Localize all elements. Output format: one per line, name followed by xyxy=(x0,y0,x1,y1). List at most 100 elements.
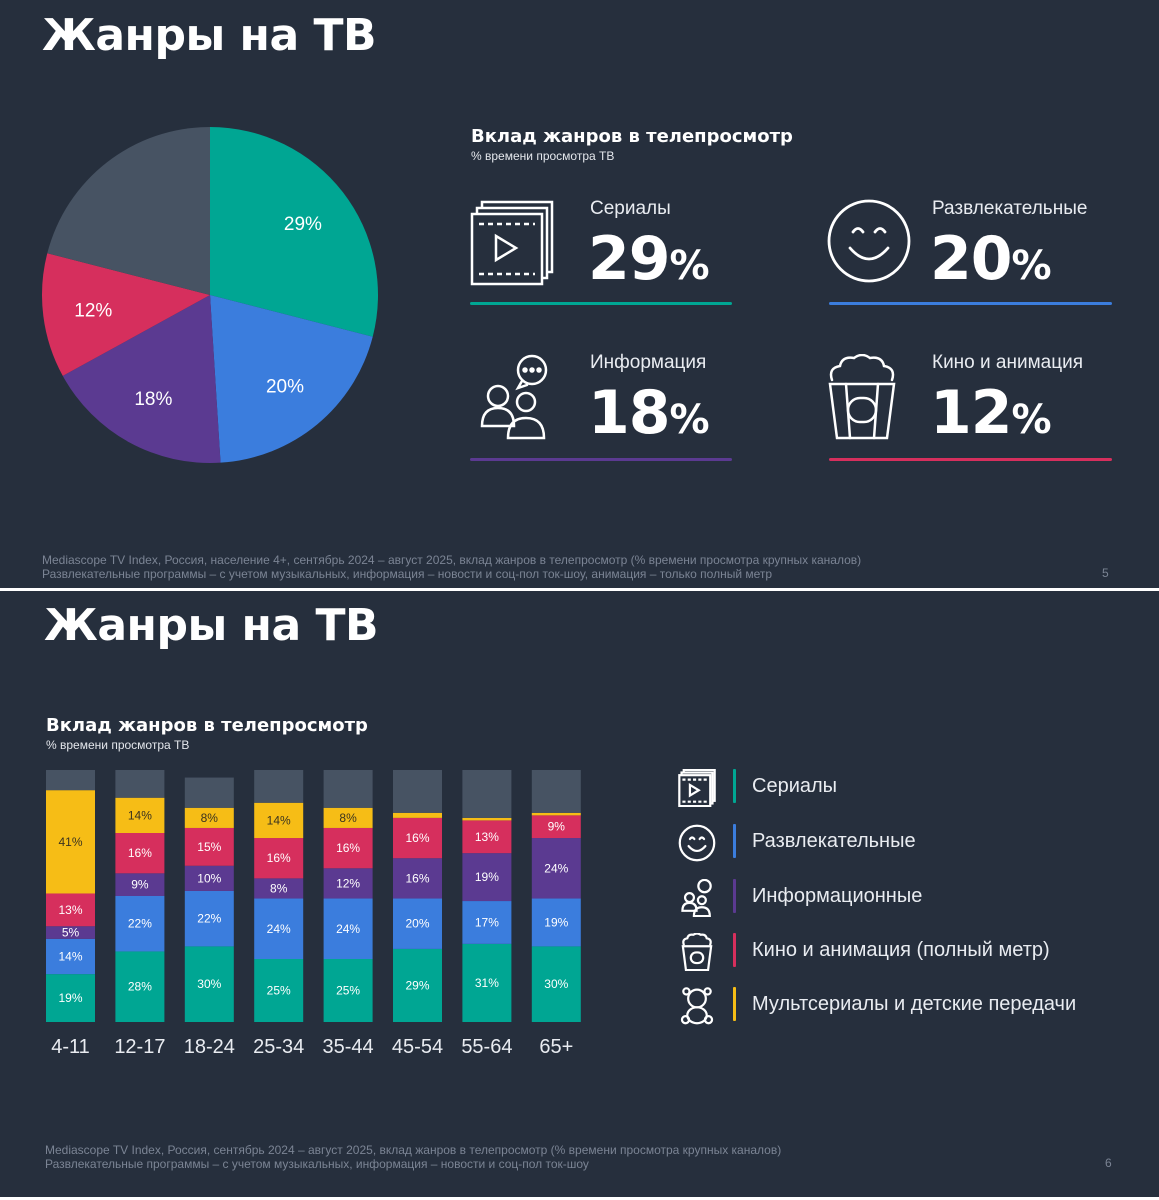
slide-genres-overview: Жанры на ТВ 29% 20% 18% 12% Вклад жанров в … xyxy=(0,0,1159,588)
bar-segment-7-3 xyxy=(531,815,581,839)
kpi-label-movies: Кино и анимация xyxy=(932,352,1083,373)
bar-label-3-1: 24% xyxy=(267,922,291,936)
bar-segment-1-1 xyxy=(115,896,165,952)
pie-chart: 29% 20% 18% 12% xyxy=(42,127,379,463)
bar-label-1-0: 28% xyxy=(128,980,152,994)
bar-label-1-3: 16% xyxy=(128,846,152,860)
bar-segment-0-2 xyxy=(46,926,95,939)
bar-label-1-1: 22% xyxy=(128,917,152,931)
bar-segment-7-2 xyxy=(531,838,581,899)
kpi-value-information: 18% xyxy=(588,378,710,448)
chart-title: Вклад жанров в телепросмотр xyxy=(471,126,793,147)
bar-label-4-0: 25% xyxy=(336,984,360,998)
x-tick-label-7: 65+ xyxy=(539,1036,573,1058)
pie-slice-2 xyxy=(62,295,221,463)
bar-label-2-3: 15% xyxy=(197,840,221,854)
bar-label-2-1: 22% xyxy=(197,912,221,926)
bar-segment-1-2 xyxy=(115,873,165,896)
film-frames-icon xyxy=(470,200,554,291)
kpi-value-entertainment: 20% xyxy=(930,224,1052,294)
bar-segment-3-3 xyxy=(254,838,304,879)
people-chat-icon xyxy=(478,354,552,445)
bar-segment-6-3 xyxy=(462,820,512,854)
bar-label-5-0: 29% xyxy=(405,978,429,992)
bar-label-4-2: 12% xyxy=(336,876,360,890)
bar-label-1-4: 14% xyxy=(128,808,152,822)
bar-label-5-2: 16% xyxy=(405,871,429,885)
legend-item-kids: Мультсериалы и детские передачи xyxy=(678,985,1148,1025)
bar-segment-2-1 xyxy=(184,890,234,947)
legend-label-series: Сериалы xyxy=(752,775,838,797)
bar-segment-3-0 xyxy=(254,959,304,1022)
popcorn-icon xyxy=(826,353,898,445)
bar-label-6-2: 19% xyxy=(475,870,499,884)
bar-segment-5-0 xyxy=(393,948,442,1022)
teddy-bear-icon xyxy=(680,987,714,1025)
bar-segment-2-5 xyxy=(184,777,234,808)
kpi-underline-information xyxy=(470,458,732,461)
bar-label-6-1: 17% xyxy=(475,915,499,929)
pie-slice-3 xyxy=(42,253,210,376)
page-number: 5 xyxy=(1102,566,1109,580)
bar-label-0-0: 19% xyxy=(58,991,82,1005)
legend-swatch-kids xyxy=(733,987,736,1021)
bar-segment-3-5 xyxy=(254,770,304,803)
legend-swatch-information xyxy=(733,879,736,913)
pie-label-3: 12% xyxy=(74,301,112,322)
chart-subtitle: % времени просмотра ТВ xyxy=(46,738,190,752)
bar-label-5-3: 16% xyxy=(405,831,429,845)
kpi-label-series: Сериалы xyxy=(590,198,671,219)
bar-segment-4-5 xyxy=(323,770,373,808)
bar-label-0-1: 14% xyxy=(58,949,82,963)
bar-label-7-2: 24% xyxy=(544,861,568,875)
bar-label-7-1: 19% xyxy=(544,915,568,929)
legend-label-information: Информационные xyxy=(752,885,923,907)
bar-label-6-3: 13% xyxy=(475,830,499,844)
bar-segment-0-5 xyxy=(46,770,95,791)
legend-label-entertainment: Развлекательные xyxy=(752,830,916,852)
bar-segment-4-1 xyxy=(323,898,373,959)
bar-label-4-4: 8% xyxy=(339,811,357,825)
bar-label-3-2: 8% xyxy=(270,881,288,895)
bar-label-2-2: 10% xyxy=(197,871,221,885)
bar-segment-3-1 xyxy=(254,898,304,959)
footnote-line-1: Mediascope TV Index, Россия, население 4… xyxy=(42,553,862,567)
bar-segment-7-0 xyxy=(531,946,581,1022)
smiley-face-icon xyxy=(826,198,912,289)
bar-segment-3-2 xyxy=(254,878,304,899)
bar-segment-4-0 xyxy=(323,959,373,1022)
bar-segment-3-4 xyxy=(254,802,304,839)
page-title: Жанры на ТВ xyxy=(44,600,379,651)
pie-slice-0 xyxy=(210,127,379,337)
bar-segment-1-0 xyxy=(115,951,165,1022)
stacked-bar-chart: 19% 14% 5% 13% 41% 4-11 28% 22% 9% 16% 14% 12-17 30%… xyxy=(46,770,581,1058)
footnote-line-2: Развлекательные программы – с учетом муз… xyxy=(42,567,773,581)
people-chat-icon xyxy=(681,879,712,917)
legend-swatch-entertainment xyxy=(733,824,736,858)
x-tick-label-5: 45-54 xyxy=(392,1036,443,1058)
page-number: 6 xyxy=(1105,1156,1112,1170)
legend-label-movies: Кино и анимация (полный метр) xyxy=(752,939,1050,961)
bar-label-4-3: 16% xyxy=(336,841,360,855)
bar-label-7-3: 9% xyxy=(548,820,566,834)
bar-segment-6-1 xyxy=(462,901,512,944)
legend-swatch-movies xyxy=(733,933,736,967)
bar-segment-6-2 xyxy=(462,853,512,902)
page-title: Жанры на ТВ xyxy=(42,10,377,61)
bar-label-6-0: 31% xyxy=(475,976,499,990)
bar-label-0-3: 13% xyxy=(58,903,82,917)
bar-label-3-0: 25% xyxy=(267,984,291,998)
slide-genres-by-age: Жанры на ТВ Вклад жанров в телепросмотр … xyxy=(0,591,1159,1197)
bar-label-3-4: 14% xyxy=(267,813,291,827)
bar-label-2-0: 30% xyxy=(197,977,221,991)
bar-segment-0-0 xyxy=(46,974,95,1022)
x-tick-label-3: 25-34 xyxy=(253,1036,304,1058)
bar-segment-4-4 xyxy=(323,807,373,828)
smiley-face-icon xyxy=(678,824,716,862)
bar-segment-5-3 xyxy=(393,817,442,859)
legend-item-series: Сериалы xyxy=(678,767,1148,807)
bar-segment-6-4 xyxy=(462,817,512,821)
bar-segment-7-1 xyxy=(531,898,581,947)
bar-label-5-1: 20% xyxy=(405,917,429,931)
kpi-underline-series xyxy=(470,302,732,305)
